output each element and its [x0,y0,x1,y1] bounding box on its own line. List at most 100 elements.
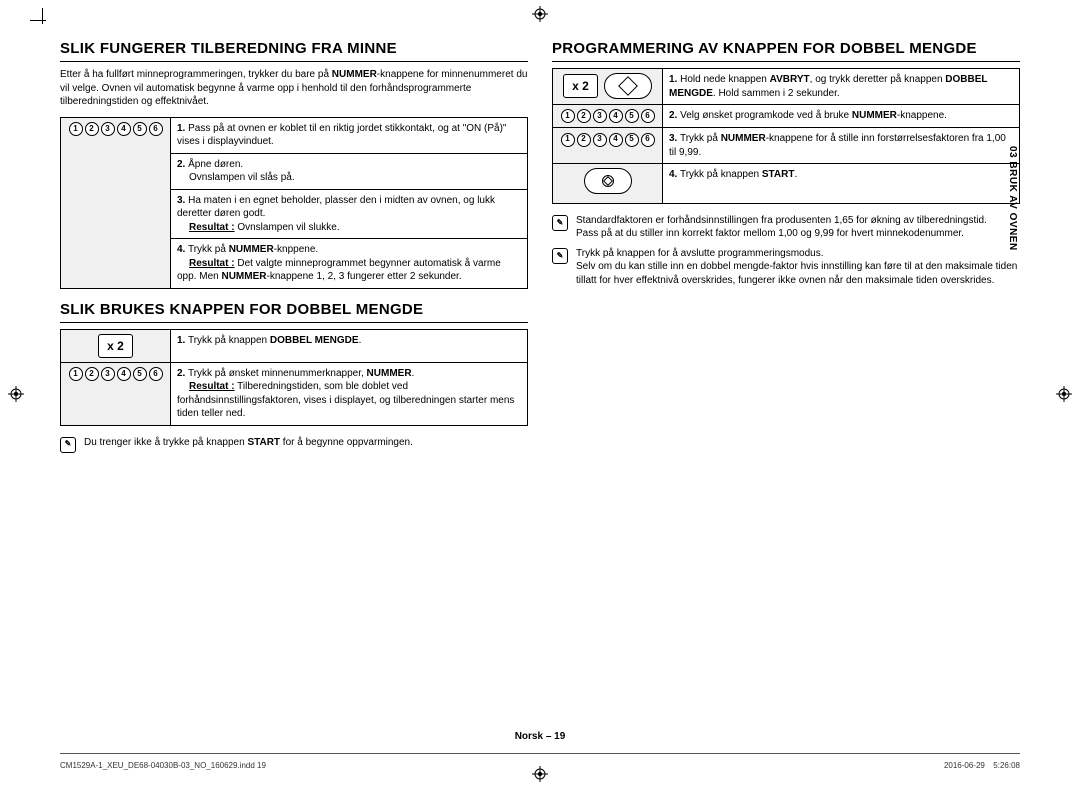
footer-timestamp: 2016-06-29 5:26:08 [944,761,1020,770]
crop-mark [30,8,58,36]
step-cell: 1. Hold nede knappen AVBRYT, og trykk de… [663,69,1020,105]
text-bold: DOBBEL MENGDE [270,335,359,346]
step-text: Velg ønsket programkode ved å bruke [680,110,852,121]
step-number: 4. [669,169,677,180]
step-number: 3. [669,133,677,144]
registration-mark-icon [532,766,548,782]
footer-divider [60,753,1020,754]
note-block: ✎ Trykk på knappen for å avslutte progra… [552,247,1020,288]
side-tab-chapter: 03 BRUK AV OVNEN [1005,140,1020,257]
instruction-table-memory: 123456 1. Pass på at ovnen er koblet til… [60,117,528,289]
step-text: , og trykk deretter på knappen [810,74,946,85]
result-label: Resultat : [189,222,235,233]
step-number: 1. [177,335,185,346]
text: Trykk på knappen for å avslutte programm… [576,248,824,259]
step-text: Trykk på knappen [680,169,762,180]
step-text: Trykk på knappen [188,335,270,346]
step-cell: 2. Åpne døren. Ovnslampen vil slås på. [171,153,528,189]
step-text: . Hold sammen i 2 sekunder. [713,88,840,99]
text-bold: NUMMER [229,244,274,255]
result-label: Resultat : [189,258,235,269]
icon-cell-number-buttons: 123456 [61,117,171,288]
page-content: SLIK FUNGERER TILBEREDNING FRA MINNE Ett… [60,40,1020,720]
note-icon: ✎ [60,437,76,453]
icon-cell-number-buttons: 123456 [553,128,663,164]
note-text: Trykk på knappen for å avslutte programm… [576,247,1020,288]
step-number: 4. [177,244,185,255]
text: Du trenger ikke å trykke på knappen [84,437,247,448]
note-block: ✎ Du trenger ikke å trykke på knappen ST… [60,436,528,453]
step-text: Trykk på [188,244,229,255]
step-text: Trykk på ønsket minnenummerknapper, [188,368,367,379]
step-text: Åpne døren. [188,159,243,170]
step-cell: 2. Velg ønsket programkode ved å bruke N… [663,105,1020,128]
page-number: 19 [554,731,565,742]
text: Pass på at du stiller inn korrekt faktor… [576,228,964,239]
number-buttons-icon: 123456 [561,109,655,123]
note-text: Du trenger ikke å trykke på knappen STAR… [84,436,413,450]
icon-cell-start [553,164,663,204]
text-bold: NUMMER [852,110,897,121]
result-text: Ovnslampen vil slukke. [235,222,340,233]
registration-mark-icon [1056,386,1072,402]
number-buttons-icon: 123456 [69,367,163,381]
text-bold: AVBRYT [770,74,810,85]
step-cell: 1. Trykk på knappen DOBBEL MENGDE. [171,329,528,362]
step-text: -knappene. [897,110,947,121]
x2-button-icon: x 2 [563,74,598,98]
intro-text: Etter å ha fullført minneprogrammeringen… [60,68,528,109]
step-text: . [412,368,415,379]
text-bold: START [762,169,795,180]
text: Norsk – [515,731,554,742]
footer-page-label: Norsk – 19 [515,731,566,742]
text-bold: NUMMER [332,69,377,80]
icon-cell-number-buttons: 123456 [553,105,663,128]
step-number: 3. [177,195,185,206]
result-text: -knappene 1, 2, 3 fungerer etter 2 sekun… [266,271,461,282]
icon-cell-x2: x 2 [61,329,171,362]
text-bold: NUMMER [367,368,412,379]
note-text: Standardfaktoren er forhåndsinnstillinge… [576,214,987,241]
registration-mark-icon [532,6,548,22]
step-number: 1. [177,123,185,134]
step-text: -knppene. [274,244,318,255]
icon-cell-number-buttons: 123456 [61,362,171,425]
note-icon: ✎ [552,215,568,231]
instruction-table-double-program: x 2 1. Hold nede knappen AVBRYT, og tryk… [552,68,1020,204]
step-number: 2. [177,159,185,170]
text-bold: NUMMER [721,133,766,144]
text: Standardfaktoren er forhåndsinnstillinge… [576,215,987,226]
step-text: Hold nede knappen [680,74,770,85]
text: for å begynne oppvarmingen. [280,437,413,448]
step-text: . [359,335,362,346]
text: Etter å ha fullført minneprogrammeringen… [60,69,332,80]
note-icon: ✎ [552,248,568,264]
step-text: Ovnslampen vil slås på. [177,172,295,183]
footer-filename: CM1529A-1_XEU_DE68-04030B-03_NO_160629.i… [60,761,266,770]
step-number: 1. [669,74,677,85]
result-label: Resultat : [189,381,235,392]
step-cell: 3. Ha maten i en egnet beholder, plasser… [171,189,528,239]
step-number: 2. [177,368,185,379]
number-buttons-icon: 123456 [69,122,163,136]
registration-mark-icon [8,386,24,402]
step-cell: 4. Trykk på knappen START. [663,164,1020,204]
step-cell: 2. Trykk på ønsket minnenummerknapper, N… [171,362,528,425]
section-heading-double-qty-program: PROGRAMMERING AV KNAPPEN FOR DOBBEL MENG… [552,40,1020,62]
step-cell: 1. Pass på at ovnen er koblet til en rik… [171,117,528,153]
section-heading-memory-cooking: SLIK FUNGERER TILBEREDNING FRA MINNE [60,40,528,62]
cancel-button-icon [604,73,652,99]
icon-cell-x2-cancel: x 2 [553,69,663,105]
text-bold: START [247,437,280,448]
number-buttons-icon: 123456 [561,133,655,147]
instruction-table-double-use: x 2 1. Trykk på knappen DOBBEL MENGDE. 1… [60,329,528,426]
step-number: 2. [669,110,677,121]
section-heading-double-qty-use: SLIK BRUKES KNAPPEN FOR DOBBEL MENGDE [60,301,528,323]
note-block: ✎ Standardfaktoren er forhåndsinnstillin… [552,214,1020,241]
step-cell: 4. Trykk på NUMMER-knppene. Resultat : D… [171,239,528,289]
step-text: Pass på at ovnen er koblet til en riktig… [177,123,506,148]
text-bold: NUMMER [221,271,266,282]
left-column: SLIK FUNGERER TILBEREDNING FRA MINNE Ett… [60,40,528,459]
step-text: Trykk på [680,133,721,144]
step-text: Ha maten i en egnet beholder, plasser de… [177,195,495,220]
